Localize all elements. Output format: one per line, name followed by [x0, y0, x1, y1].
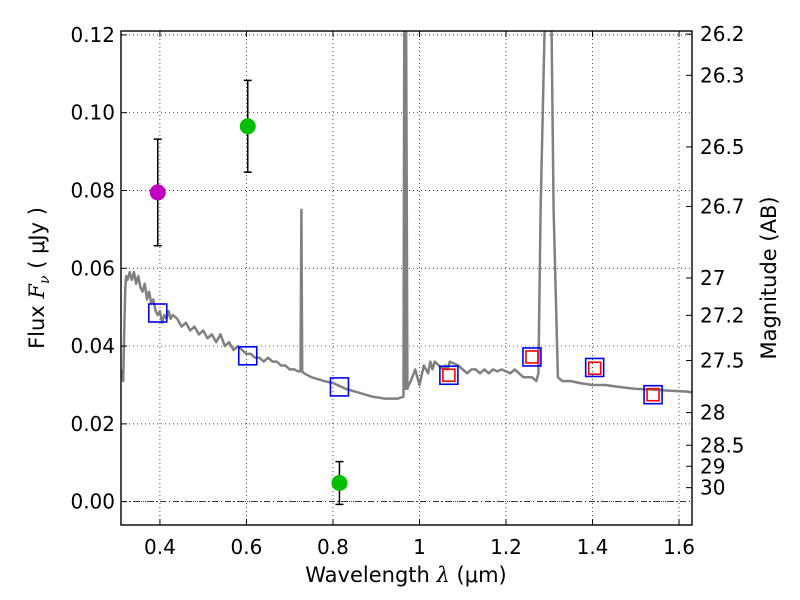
right-tick-label: 30	[700, 476, 725, 500]
marker-square-observed_nir-0	[442, 368, 456, 383]
x-tick-label: 0.6	[231, 535, 263, 559]
marker-square-observed_nir-2	[587, 361, 602, 376]
right-tick-label: 26.7	[700, 194, 745, 218]
x-tick-label: 0.4	[144, 535, 176, 559]
marker-square-model_synthetic_photometry-4	[522, 347, 542, 367]
data-point-0	[149, 184, 166, 201]
y-tick-label: 0.08	[70, 178, 115, 202]
marker-square-observed_nir-1	[525, 350, 539, 364]
right-tick-label: 26.2	[700, 22, 745, 46]
y-axis-title: Flux Fν ( μJy )	[25, 207, 53, 349]
right-tick-label: 27.5	[700, 348, 745, 372]
x-tick-label: 1.6	[663, 535, 695, 559]
data-point-1	[239, 118, 256, 135]
right-tick-label: 26.5	[700, 135, 745, 159]
x-tick-label: 0.8	[317, 535, 349, 559]
y-tick-label: 0.00	[70, 490, 115, 514]
marker-square-model_synthetic_photometry-2	[329, 377, 350, 397]
right-tick-label: 28.5	[700, 433, 745, 457]
marker-square-model_synthetic_photometry-3	[439, 365, 459, 386]
y-tick-label: 0.04	[70, 334, 115, 358]
y-axis-left: 0.00 0.02 0.04 0.06 0.08 0.10 0.12	[70, 23, 127, 514]
x-tick-label: 1	[413, 535, 426, 559]
marker-square-model_synthetic_photometry-0	[147, 303, 168, 323]
y-tick-label: 0.06	[70, 256, 115, 280]
right-tick-label: 26.3	[700, 63, 745, 87]
x-axis: 0.4 0.6 0.8 1 1.2 1.4 1.6	[144, 31, 695, 559]
x-tick-label: 1.4	[577, 535, 609, 559]
marker-square-model_synthetic_photometry-5	[584, 357, 605, 378]
marker-square-observed_nir-3	[646, 387, 660, 402]
right-tick-label: 27.2	[700, 303, 745, 327]
right-tick-label: 29	[700, 454, 725, 478]
right-tick-label: 27	[700, 266, 725, 290]
y-tick-label: 0.10	[70, 101, 115, 125]
marker-square-model_synthetic_photometry-1	[237, 345, 258, 366]
x-axis-title: Wavelength λ (μm)	[305, 563, 506, 587]
marker-square-model_synthetic_photometry-6	[643, 384, 663, 405]
data-point-2	[331, 474, 348, 491]
plot-area	[121, 31, 692, 506]
y-axis-right-title: Magnitude (AB)	[757, 196, 781, 359]
y-tick-label: 0.02	[70, 412, 115, 436]
right-tick-label: 28	[700, 401, 725, 425]
y-tick-label: 0.12	[70, 23, 115, 47]
x-tick-label: 1.2	[490, 535, 522, 559]
